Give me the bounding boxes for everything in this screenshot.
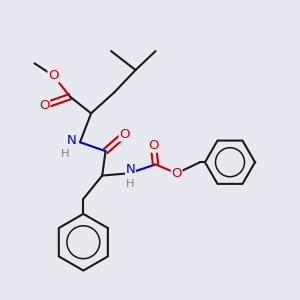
Text: N: N xyxy=(126,164,135,176)
Text: O: O xyxy=(171,167,182,180)
Text: O: O xyxy=(48,69,58,82)
Text: O: O xyxy=(148,139,159,152)
Text: O: O xyxy=(39,99,50,112)
Text: H: H xyxy=(126,179,135,189)
Text: O: O xyxy=(119,128,130,141)
Text: N: N xyxy=(67,134,76,147)
Text: H: H xyxy=(61,149,69,159)
